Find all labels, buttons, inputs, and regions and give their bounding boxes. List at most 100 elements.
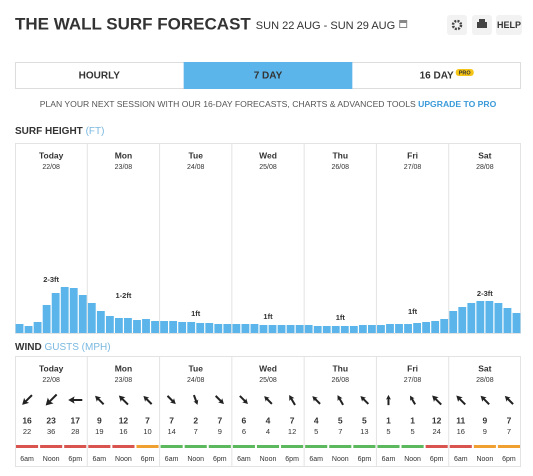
time-label: 6am: [382, 456, 396, 463]
surf-bar: [494, 303, 503, 333]
time-label: Noon: [260, 456, 277, 463]
pro-badge: [455, 69, 474, 76]
wind-speed: 1: [410, 415, 415, 425]
wind-arrow-shape: [432, 395, 442, 406]
upgrade-link[interactable]: UPGRADE TO PRO: [418, 99, 496, 109]
surf-label: 1ft: [191, 309, 201, 318]
tab[interactable]: 16 DAY PRO: [420, 69, 474, 82]
tab-label: 7 DAY: [254, 71, 283, 82]
surf-bar: [169, 321, 178, 333]
wind-arrow-shape: [289, 394, 296, 406]
wind-rating: [281, 445, 304, 448]
surf-bar: [467, 303, 476, 333]
wind-gust: 4: [266, 427, 270, 436]
wind-arrow-shape: [386, 394, 391, 406]
day-date: 23/08: [115, 164, 133, 171]
surf-bar: [241, 324, 250, 333]
wind-rating: [353, 445, 376, 448]
time-label: 6pm: [430, 456, 444, 463]
day-name: Fri: [407, 150, 418, 160]
day-name: Tue: [188, 150, 203, 160]
time-label: 6am: [454, 456, 468, 463]
surf-bar: [42, 305, 51, 333]
surf-bar: [96, 311, 105, 333]
surf-bar: [151, 321, 159, 333]
surf-bar: [476, 301, 485, 333]
wind-rating: [88, 445, 111, 448]
surf-bar: [377, 325, 385, 333]
wind-arrow-shape: [45, 393, 58, 406]
settings-button[interactable]: [447, 15, 467, 35]
wind-title: WIND GUSTS (MPH): [15, 342, 111, 353]
day-name: Thu: [332, 150, 348, 160]
wind-arrow-shape: [264, 396, 273, 405]
wind-arrow-shape: [22, 394, 33, 405]
time-label: 6am: [309, 456, 323, 463]
surf-bar: [422, 322, 431, 333]
print-button[interactable]: [472, 15, 492, 35]
surf-bar: [114, 318, 123, 333]
wind-arrow: [504, 395, 514, 405]
wind-arrow-shape: [192, 394, 199, 405]
day-name: Mon: [115, 150, 132, 160]
wind-speed: 7: [217, 415, 222, 425]
wind-speed: 12: [432, 415, 442, 425]
time-label: 6pm: [141, 456, 155, 463]
wind-gust: 6: [242, 427, 246, 436]
wind-arrow: [95, 395, 105, 406]
day-name: Tue: [188, 363, 203, 373]
day-date: 24/08: [187, 377, 205, 384]
wind-speed: 7: [290, 415, 295, 425]
surf-bar: [386, 324, 394, 333]
wind-gust: 12: [288, 427, 296, 436]
wind-gust: 22: [23, 427, 31, 436]
wind-title-text: WIND: [15, 342, 42, 353]
wind-rating: [40, 445, 63, 448]
wind-speed: 5: [362, 415, 367, 425]
surf-bar: [449, 311, 458, 333]
time-label: Noon: [187, 456, 204, 463]
tab[interactable]: 7 DAY: [183, 62, 353, 89]
date-range: SUN 22 AUG - SUN 29 AUG: [256, 20, 395, 32]
wind-speed: 6: [242, 415, 247, 425]
day-date: 23/08: [115, 377, 133, 384]
wind-arrow-shape: [118, 395, 129, 406]
wind-rating: [232, 445, 255, 448]
wind-gust: 19: [95, 427, 103, 436]
surf-bar: [404, 324, 412, 333]
wind-rating: [184, 445, 207, 448]
time-label: 6pm: [358, 456, 372, 463]
wind-arrow-shape: [143, 395, 153, 405]
tab[interactable]: HOURLY: [79, 71, 121, 82]
time-label: 6am: [93, 456, 107, 463]
wind-gust: 9: [218, 427, 222, 436]
time-label: 6pm: [502, 456, 516, 463]
day-name: Today: [39, 150, 64, 160]
surf-label: 1-2ft: [116, 291, 132, 300]
day-date: 22/08: [42, 164, 60, 171]
surf-bar: [105, 316, 114, 333]
wind-gust: 5: [386, 427, 390, 436]
day-name: Sat: [478, 150, 491, 160]
wind-arrow-shape: [360, 396, 370, 405]
day-date: 27/08: [404, 164, 422, 171]
wind-speed: 7: [507, 415, 512, 425]
calendar-icon: [399, 20, 408, 28]
help-button[interactable]: HELP: [496, 15, 522, 35]
promo-text: PLAN YOUR NEXT SESSION WITH OUR 16-DAY F…: [40, 99, 416, 109]
day-name: Wed: [259, 150, 277, 160]
surf-bar: [60, 287, 69, 333]
wind-gust: 7: [194, 427, 198, 436]
wind-rating: [112, 445, 135, 448]
wind-speed: 1: [386, 415, 391, 425]
surf-bar: [223, 324, 232, 333]
wind-rating: [449, 445, 472, 448]
wind-arrow-shape: [166, 395, 176, 405]
wind-gust: 16: [457, 427, 465, 436]
surf-bar: [503, 308, 512, 333]
panel: [15, 143, 521, 334]
wind-speed: 2: [193, 415, 198, 425]
wind-gust: 10: [143, 427, 151, 436]
day-date: 26/08: [332, 164, 350, 171]
